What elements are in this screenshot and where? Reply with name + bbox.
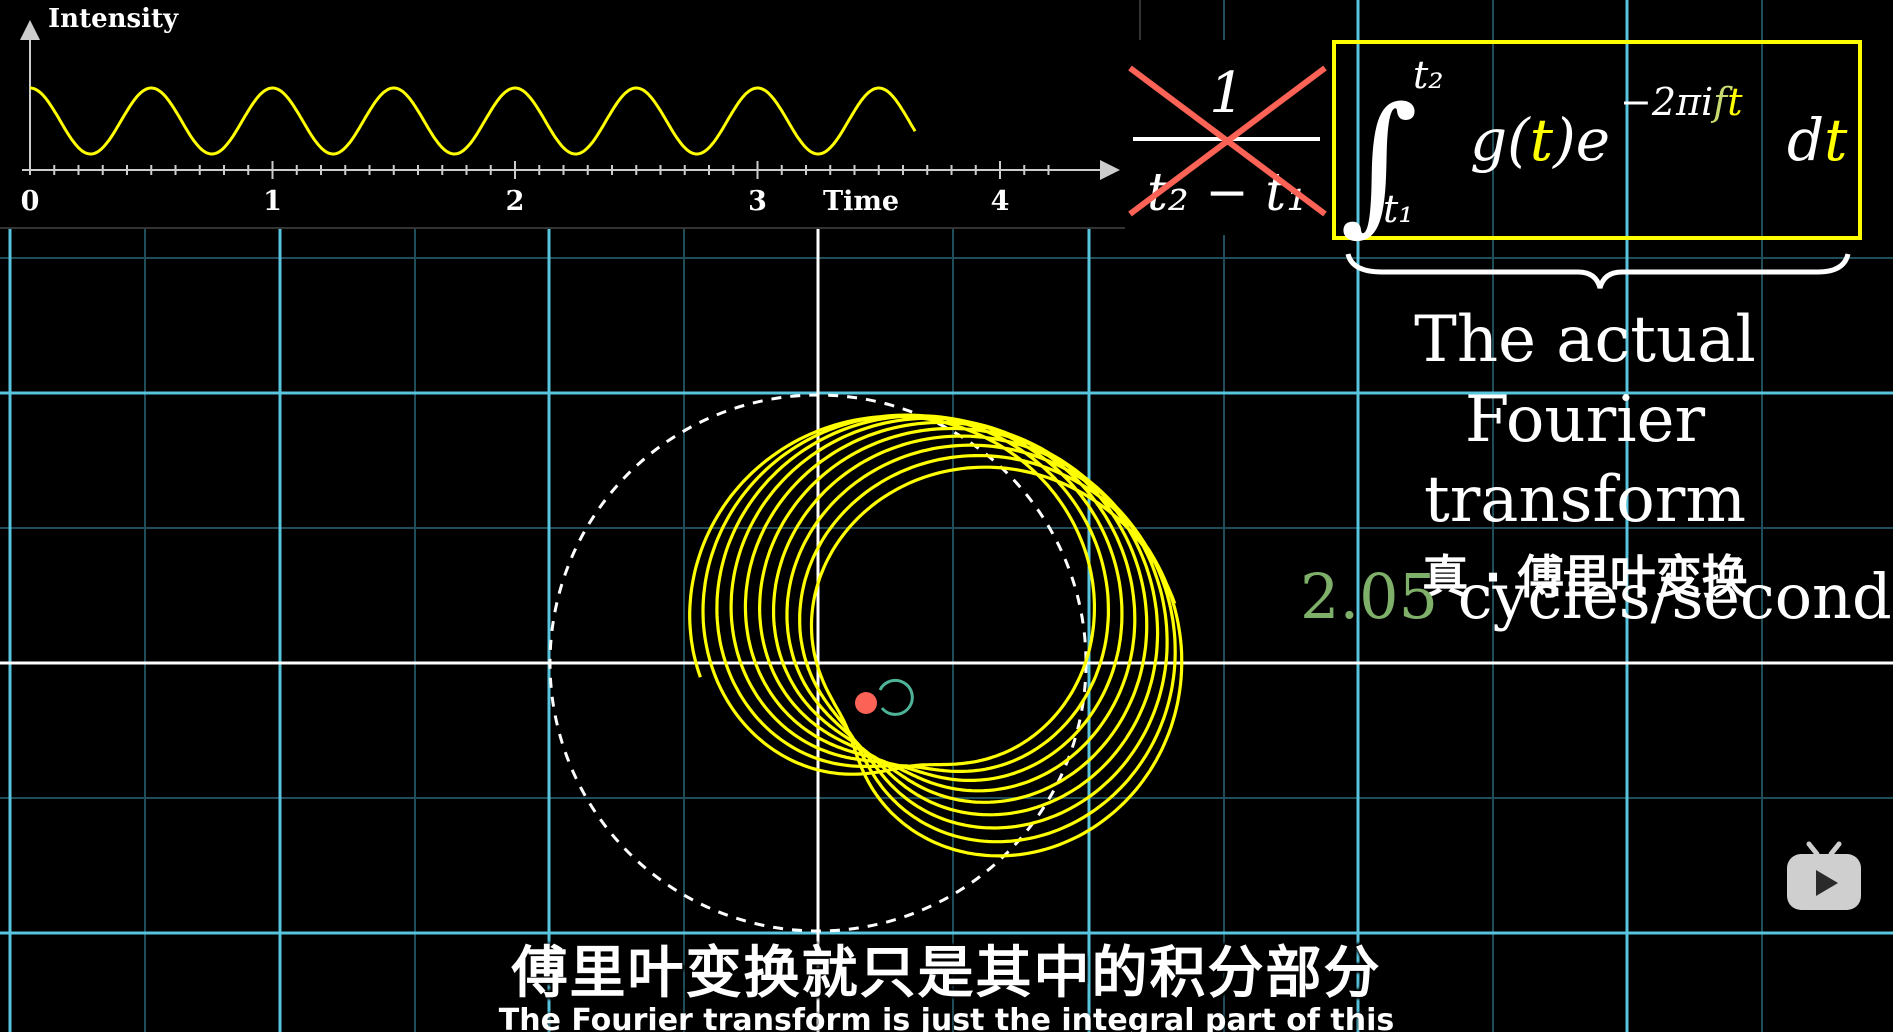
annotation-chinese: 真 · 傅里叶变换 <box>1422 550 1748 604</box>
x-axis-ticks <box>53 161 1050 179</box>
fourier-formula: 1 t₂ − t₁ ∫ t₂ t₁ g(t)e −2πift dt <box>1125 40 1862 289</box>
bilibili-tv-icon[interactable] <box>1785 838 1863 914</box>
x-tick-label: 2 <box>506 186 525 217</box>
subtitle-chinese: 傅里叶变换就只是其中的积分部分 <box>511 941 1382 1006</box>
x-tick-label: 3 <box>748 186 767 217</box>
integral-highlight-box <box>1332 40 1862 240</box>
integral-sign: ∫ <box>1340 76 1418 250</box>
x-tick-label: 4 <box>991 186 1010 217</box>
time-domain-plot: Intensity Time 0 1 2 3 4 <box>0 0 1141 229</box>
integrand: g(t)e <box>1470 106 1610 174</box>
signal-waveform <box>30 86 917 156</box>
exponent: −2πift <box>1620 80 1743 124</box>
formula-numerator: 1 <box>1209 61 1245 126</box>
cross-out-stroke-b <box>1128 65 1327 217</box>
differential: dt <box>1787 106 1848 174</box>
y-axis-arrow-icon <box>20 20 40 40</box>
center-of-mass-marker <box>855 678 914 716</box>
x-axis-label: Time <box>823 186 899 217</box>
frequency-value: 2.05 <box>1300 560 1439 633</box>
winding-graph <box>688 413 1184 858</box>
frequency-readout: 2.05 cycles/second <box>1300 560 1892 633</box>
x-axis-tick-labels: 0 1 2 3 4 <box>21 186 1010 217</box>
x-tick-label: 1 <box>263 186 282 217</box>
underbrace <box>1345 253 1851 289</box>
x-tick-label: 0 <box>21 186 40 217</box>
formula-denominator: t₂ − t₁ <box>1147 163 1307 223</box>
frequency-unit: cycles/second <box>1457 560 1892 633</box>
subtitle-english: The Fourier transform is just the integr… <box>498 1003 1395 1032</box>
fourier-transform-annotation: The actual Fourier transform 真 · 傅里叶变换 <box>1305 300 1865 614</box>
y-axis-label: Intensity <box>48 4 179 34</box>
integral-upper-limit: t₂ <box>1413 53 1444 97</box>
annotation-line-1: The actual <box>1414 303 1756 377</box>
x-axis-arrow-icon <box>1100 160 1120 180</box>
annotation-line-2: Fourier transform <box>1423 383 1747 537</box>
integral-lower-limit: t₁ <box>1383 187 1414 231</box>
